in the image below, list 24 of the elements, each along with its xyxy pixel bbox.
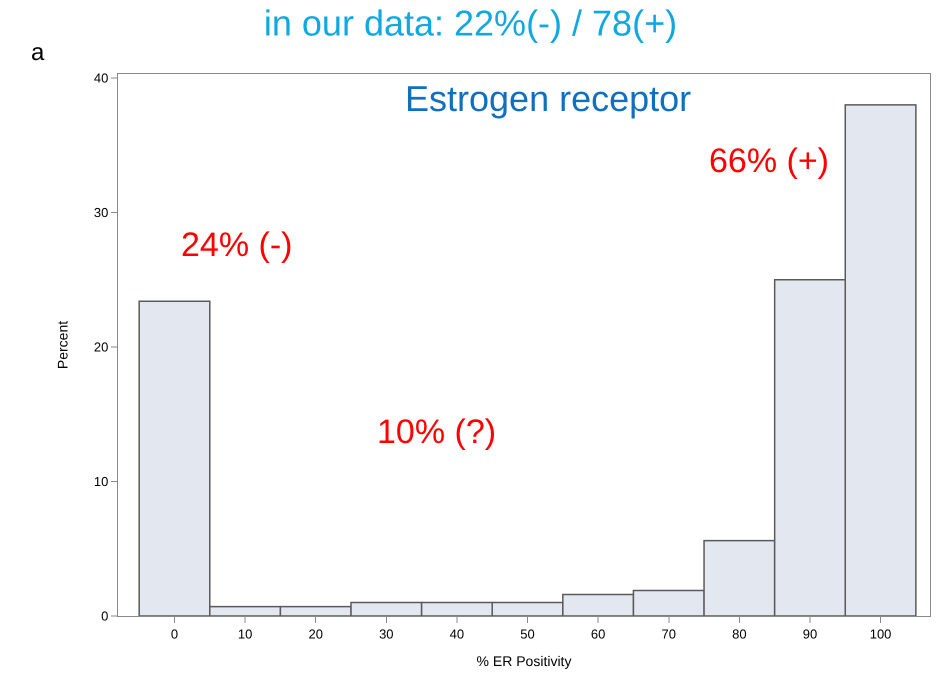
x-axis-title: % ER Positivity xyxy=(476,652,572,669)
x-tick-label: 70 xyxy=(662,626,676,642)
x-tick-label: 90 xyxy=(802,626,818,642)
x-tick-label: 30 xyxy=(379,626,394,642)
x-tick-label: 10 xyxy=(238,626,252,642)
y-tick-label: 40 xyxy=(94,70,108,86)
y-tick-label: 30 xyxy=(94,205,108,220)
annotation: 10% (?) xyxy=(377,413,496,451)
y-axis-title: Percent xyxy=(54,320,71,370)
x-tick-label: 60 xyxy=(590,626,606,642)
x-tick-label: 0 xyxy=(170,626,178,642)
x-tick-label: 80 xyxy=(732,626,747,642)
x-tick-label: 100 xyxy=(870,626,892,642)
text: a xyxy=(31,39,45,66)
annotation: Estrogen receptor xyxy=(405,78,692,119)
x-tick-label: 40 xyxy=(450,626,464,642)
annotation: 66% (+) xyxy=(709,142,829,180)
y-tick-label: 20 xyxy=(94,340,108,355)
x-tick-label: 20 xyxy=(308,626,323,642)
y-tick-label: 0 xyxy=(101,608,108,624)
chart-title: in our data: 22%(-) / 78(+) xyxy=(264,2,678,44)
x-tick-label: 50 xyxy=(520,626,535,642)
annotation: 24% (-) xyxy=(181,226,292,264)
y-tick-label: 10 xyxy=(94,474,108,490)
